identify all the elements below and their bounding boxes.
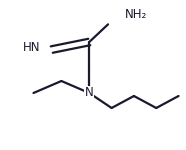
Text: N: N: [85, 87, 94, 99]
Text: NH₂: NH₂: [125, 9, 147, 21]
Text: HN: HN: [23, 42, 40, 54]
